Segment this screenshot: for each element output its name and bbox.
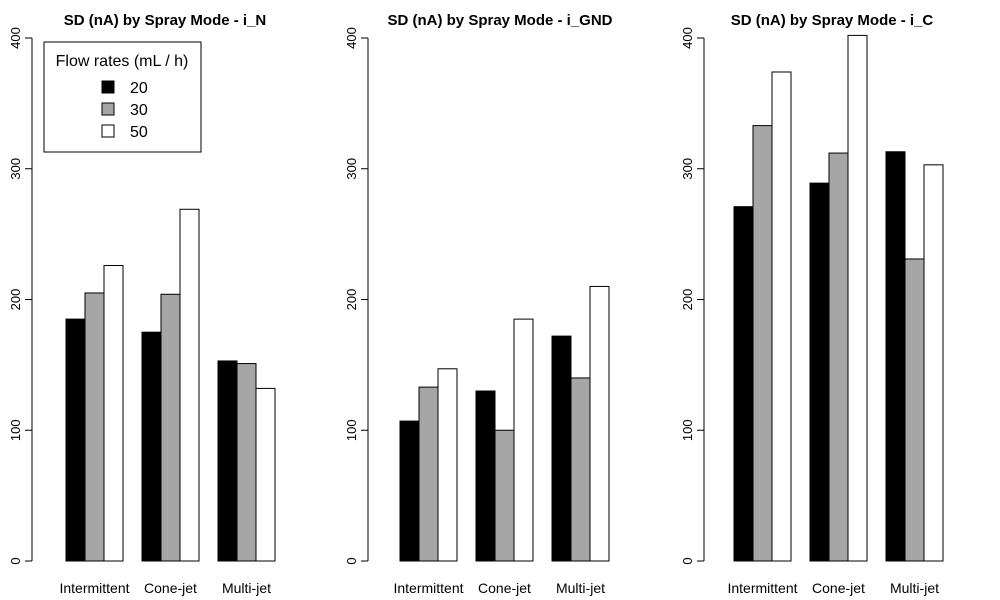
bar-intermittent-30 <box>418 386 439 562</box>
bar-cone-jet-20 <box>809 182 830 562</box>
x-category-label: Cone-jet <box>144 580 197 596</box>
x-category-label: Multi-jet <box>890 580 939 596</box>
y-tick-label: 200 <box>344 289 359 311</box>
y-tick-label: 300 <box>344 158 359 180</box>
legend-swatch <box>101 80 115 94</box>
bar-cone-jet-30 <box>828 152 849 562</box>
x-category-label: Cone-jet <box>478 580 531 596</box>
legend-swatch <box>101 102 115 116</box>
bar-multi-jet-20 <box>885 151 906 562</box>
chart-title: SD (nA) by Spray Mode - i_N <box>64 12 267 29</box>
bar-cone-jet-50 <box>179 208 200 562</box>
bar-intermittent-30 <box>84 292 105 562</box>
bar-cone-jet-50 <box>847 34 868 562</box>
y-tick-label: 400 <box>8 27 23 49</box>
bar-cone-jet-20 <box>141 331 162 562</box>
y-tick-label: 300 <box>8 158 23 180</box>
bar-cone-jet-50 <box>513 318 534 562</box>
legend-label: 20 <box>130 80 148 97</box>
bar-multi-jet-30 <box>570 377 591 562</box>
bar-multi-jet-30 <box>236 363 257 562</box>
bar-intermittent-20 <box>65 318 86 562</box>
legend-label: 50 <box>130 124 148 141</box>
x-category-label: Intermittent <box>727 580 797 596</box>
y-tick-label: 100 <box>8 419 23 441</box>
y-tick-label: 100 <box>680 419 695 441</box>
bar-multi-jet-20 <box>217 360 238 562</box>
y-tick-label: 0 <box>680 557 695 564</box>
y-tick-label: 300 <box>680 158 695 180</box>
bar-intermittent-50 <box>771 71 792 562</box>
bar-multi-jet-20 <box>551 335 572 562</box>
legend-title: Flow rates (mL / h) <box>56 53 189 70</box>
y-tick-label: 400 <box>344 27 359 49</box>
y-tick-label: 200 <box>680 289 695 311</box>
y-tick-label: 100 <box>344 419 359 441</box>
x-category-label: Intermittent <box>393 580 463 596</box>
bar-multi-jet-50 <box>923 164 944 562</box>
chart-panel-2: SD (nA) by Spray Mode - i_GND 0 100 200 300 4… <box>344 12 613 596</box>
x-category-label: Intermittent <box>59 580 129 596</box>
bar-multi-jet-50 <box>589 285 610 562</box>
bar-multi-jet-50 <box>255 387 276 562</box>
y-tick-label: 0 <box>344 557 359 564</box>
x-category-label: Cone-jet <box>812 580 865 596</box>
bar-cone-jet-30 <box>494 429 515 562</box>
legend-box <box>43 41 202 153</box>
legend-label: 30 <box>130 102 148 119</box>
chart-title: SD (nA) by Spray Mode - i_C <box>731 12 934 29</box>
bar-intermittent-50 <box>103 265 124 562</box>
x-category-label: Multi-jet <box>222 580 271 596</box>
bar-intermittent-30 <box>752 125 773 562</box>
bar-cone-jet-20 <box>475 390 496 562</box>
chart-panel-3: SD (nA) by Spray Mode - i_C 0 100 200 300 400… <box>680 12 944 596</box>
y-tick-label: 400 <box>680 27 695 49</box>
chart-panel-1: SD (nA) by Spray Mode - i_N 0 100 200 300 400… <box>8 12 276 596</box>
bar-intermittent-20 <box>733 206 754 562</box>
bar-intermittent-50 <box>437 368 458 562</box>
bar-cone-jet-30 <box>160 293 181 562</box>
bar-intermittent-20 <box>399 420 420 562</box>
x-category-label: Multi-jet <box>556 580 605 596</box>
y-tick-label: 200 <box>8 289 23 311</box>
legend: Flow rates (mL / h) 20 30 50 <box>43 41 202 153</box>
bar-multi-jet-30 <box>904 258 925 562</box>
y-tick-label: 0 <box>8 557 23 564</box>
legend-swatch <box>101 124 115 138</box>
chart-title: SD (nA) by Spray Mode - i_GND <box>387 12 612 29</box>
